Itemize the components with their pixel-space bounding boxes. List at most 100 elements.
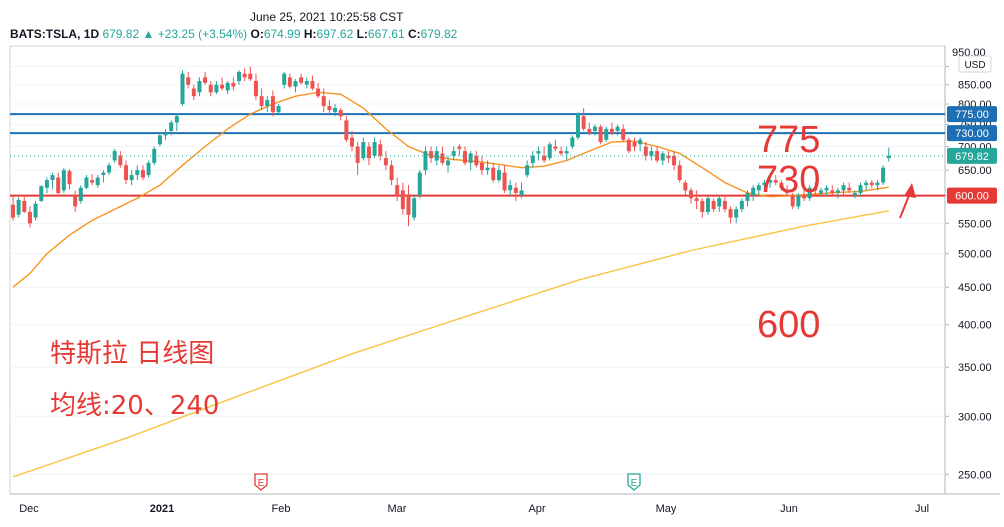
candle xyxy=(299,73,304,85)
candle xyxy=(310,75,315,91)
candle xyxy=(796,192,801,210)
price-tick-label: 400.00 xyxy=(958,320,992,332)
candle xyxy=(869,180,874,188)
candle-body xyxy=(27,211,32,224)
time-axis[interactable]: Dec 2021 Feb Mar Apr May Jun Jul xyxy=(19,503,929,515)
candle-body xyxy=(869,182,874,186)
candle xyxy=(282,71,287,89)
candle-body xyxy=(779,182,784,188)
candle xyxy=(689,187,693,204)
candle-body xyxy=(513,187,518,193)
candle-body xyxy=(231,82,236,87)
time-tick-label: May xyxy=(656,503,677,515)
earnings-marker-2[interactable]: E xyxy=(627,473,641,491)
candle xyxy=(615,124,620,136)
candle xyxy=(180,70,185,107)
candle xyxy=(570,135,575,149)
candle xyxy=(33,200,38,221)
candle-body xyxy=(316,88,321,97)
candle xyxy=(739,198,744,212)
candle xyxy=(762,180,767,191)
candle-body xyxy=(140,170,145,178)
candle-body xyxy=(496,170,501,181)
candle-body xyxy=(615,126,620,132)
time-tick-label: 2021 xyxy=(150,503,174,515)
candle-body xyxy=(118,155,123,166)
close-value: 679.82 xyxy=(420,27,458,41)
candle-body xyxy=(423,151,428,171)
candle-body xyxy=(50,175,55,181)
candle xyxy=(95,175,100,188)
price-axis[interactable]: 250.00 300.00 350.00 400.00 450.00 500.00 550.… xyxy=(945,62,992,482)
candle-body xyxy=(485,167,490,171)
price-change: +23.25 (+3.54%) xyxy=(157,27,248,41)
candle-body xyxy=(146,162,151,176)
symbol-label[interactable]: BATS:TSLA, 1D xyxy=(10,27,100,41)
ma-annotation: 均线:20、240 xyxy=(50,391,219,421)
candles xyxy=(11,66,891,228)
candle-body xyxy=(547,144,552,159)
price-tick-label: 500.00 xyxy=(958,249,992,261)
candle xyxy=(118,151,123,168)
candle xyxy=(225,81,230,95)
candle xyxy=(672,151,677,171)
candle xyxy=(146,160,151,178)
candle xyxy=(491,162,496,183)
candle xyxy=(666,151,671,163)
candle-body xyxy=(542,155,547,161)
candle xyxy=(287,73,292,89)
candle xyxy=(395,177,400,201)
candle xyxy=(553,139,558,152)
candle-body xyxy=(129,175,134,181)
last-price-tag-label: 679.82 xyxy=(955,151,989,163)
candle xyxy=(852,190,857,199)
candle xyxy=(875,180,880,191)
candle xyxy=(790,192,795,210)
candle xyxy=(841,182,846,196)
candle-body xyxy=(598,126,603,143)
candle xyxy=(768,177,773,188)
time-tick-label: Mar xyxy=(388,503,407,515)
open-value: 674.99 xyxy=(263,27,301,41)
candle-body xyxy=(508,185,513,191)
candle xyxy=(186,71,191,89)
level-730-annotation: 730 xyxy=(757,159,820,201)
candle xyxy=(361,137,366,161)
candle-body xyxy=(344,120,349,140)
candle-body xyxy=(632,142,637,147)
candle xyxy=(508,180,513,196)
candle-body xyxy=(169,122,174,132)
candle xyxy=(304,77,309,89)
candle-body xyxy=(78,187,83,201)
price-tick-label: 650.00 xyxy=(958,165,992,177)
candle xyxy=(429,146,434,163)
candle-body xyxy=(796,195,801,207)
candle xyxy=(530,151,535,168)
candle xyxy=(655,146,660,163)
candle xyxy=(237,70,241,85)
candle xyxy=(694,190,699,210)
candle-body xyxy=(841,185,846,191)
candle xyxy=(564,146,569,161)
level-tag-775 xyxy=(947,106,997,123)
candle xyxy=(592,124,597,136)
candle-body xyxy=(163,133,168,136)
time-tick-label: Jun xyxy=(780,503,798,515)
candle xyxy=(446,155,451,173)
candle-body xyxy=(389,165,394,181)
symbol-ohlc-legend: BATS:TSLA, 1D 679.82 ▲ +23.25 (+3.54%) O… xyxy=(10,27,457,41)
candle-body xyxy=(203,77,208,83)
candle xyxy=(660,151,665,166)
earnings-marker-1[interactable]: E xyxy=(254,473,268,491)
price-tick-label: 550.00 xyxy=(958,218,992,230)
candle-body xyxy=(717,198,722,207)
candle-body xyxy=(886,155,891,159)
low-label: L: xyxy=(356,27,368,41)
candle xyxy=(813,182,818,196)
candle xyxy=(56,172,61,197)
candle xyxy=(372,137,377,159)
candle-body xyxy=(259,96,264,107)
ma240-line xyxy=(12,210,889,478)
candle-body xyxy=(440,153,445,163)
